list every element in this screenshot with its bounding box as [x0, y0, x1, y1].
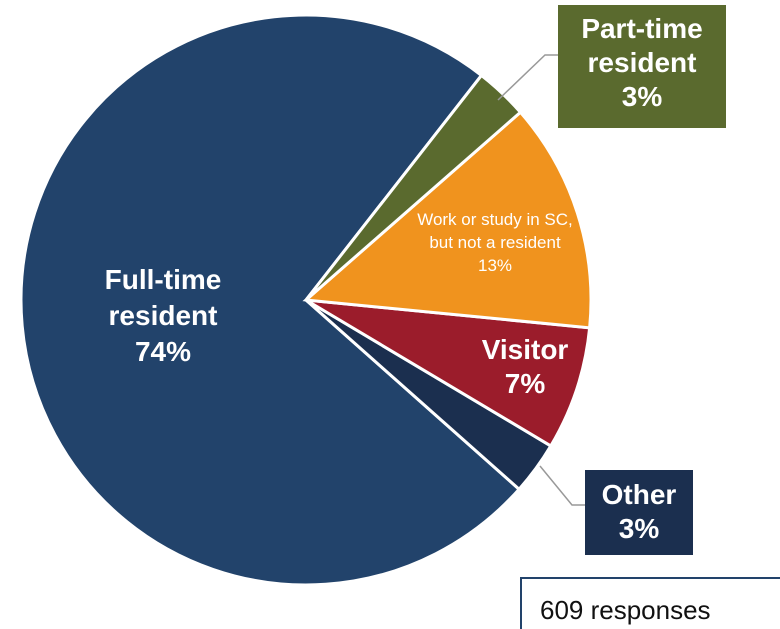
pie-slice — [19, 13, 522, 587]
category-label: Visitor — [481, 334, 569, 365]
slice-label: Part-time resident 3% — [558, 12, 726, 114]
category-label: Other — [601, 479, 677, 510]
value-label: 7% — [504, 368, 546, 399]
slice-label: Other 3% — [585, 478, 693, 546]
value-label: 74% — [134, 336, 192, 367]
label-box — [558, 5, 726, 128]
value-label: 13% — [477, 256, 513, 275]
pie-slice — [305, 298, 592, 448]
category-label: Work or study in SC, but not a resident — [417, 210, 573, 252]
category-label: Full-time resident — [104, 264, 222, 331]
leader-line — [497, 54, 558, 101]
category-label: Part-time resident — [581, 13, 703, 78]
label-box — [585, 470, 693, 555]
note: 609 responses — [520, 577, 780, 629]
slice-label: Visitor 7% — [455, 333, 595, 401]
slice-label: Work or study in SC, but not a resident 1… — [405, 208, 585, 277]
pie-slice — [304, 73, 523, 302]
value-label: 3% — [621, 81, 663, 112]
slice-label: Full-time resident 74% — [63, 262, 263, 370]
pie-slice — [302, 110, 593, 330]
value-label: 3% — [618, 513, 660, 544]
leader-line — [539, 465, 585, 506]
